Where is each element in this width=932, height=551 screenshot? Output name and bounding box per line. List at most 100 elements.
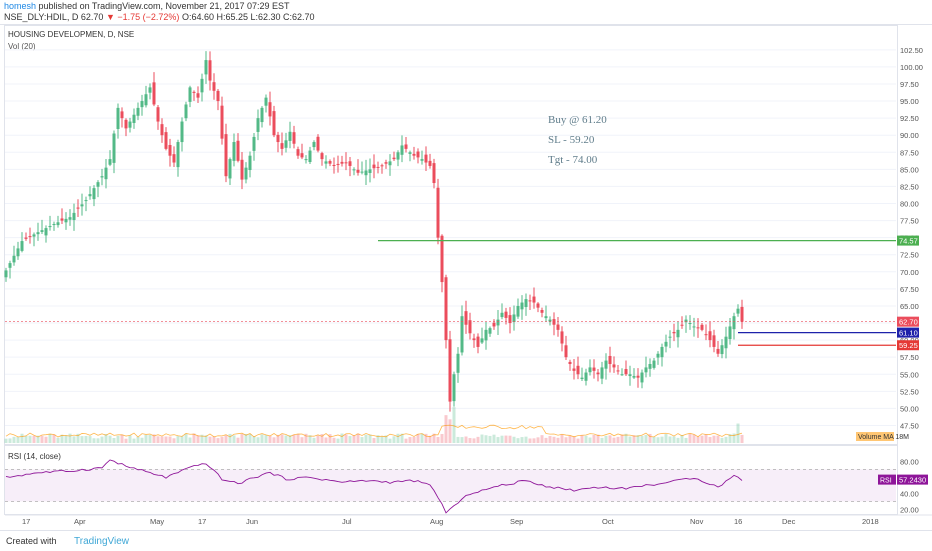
time-axis-label: Sep bbox=[510, 517, 523, 526]
volume-bar bbox=[720, 437, 724, 443]
candle-body bbox=[44, 228, 48, 236]
volume-bar bbox=[400, 433, 404, 443]
price-axis-label: 85.00 bbox=[900, 165, 919, 174]
rsi-title[interactable]: RSI (14, close) bbox=[8, 452, 61, 461]
volume-bar bbox=[608, 435, 612, 443]
candle-body bbox=[420, 159, 424, 161]
candle-body bbox=[540, 309, 544, 313]
volume-bar bbox=[120, 434, 124, 443]
volume-bar bbox=[28, 435, 32, 443]
candle-body bbox=[176, 142, 180, 168]
volume-study-label[interactable]: Vol (20) bbox=[8, 42, 36, 51]
candle-body bbox=[80, 204, 84, 207]
candle-body bbox=[468, 320, 472, 334]
candle-body bbox=[328, 161, 332, 164]
candle-body bbox=[236, 140, 240, 161]
volume-bar bbox=[56, 437, 60, 443]
volume-bar bbox=[248, 434, 252, 443]
volume-bar bbox=[32, 435, 36, 443]
volume-bar bbox=[364, 434, 368, 443]
volume-bar bbox=[724, 436, 728, 443]
rsi-axis-label: 40.00 bbox=[900, 489, 919, 498]
candle-body bbox=[404, 144, 408, 149]
candle-body bbox=[624, 369, 628, 375]
candle-body bbox=[212, 82, 216, 91]
volume-ma-line bbox=[5, 424, 743, 438]
candle-body bbox=[104, 167, 108, 180]
candle-body bbox=[380, 165, 384, 167]
candle-body bbox=[532, 296, 536, 303]
candle-body bbox=[296, 149, 300, 156]
volume-bar bbox=[272, 437, 276, 443]
candle-body bbox=[524, 299, 528, 308]
candle-body bbox=[76, 207, 80, 209]
volume-bar bbox=[588, 437, 592, 443]
price-axis-label: 55.00 bbox=[900, 370, 919, 379]
price-axis-label: 90.00 bbox=[900, 131, 919, 140]
volume-bar bbox=[256, 437, 260, 443]
candle-body bbox=[548, 319, 552, 322]
rsi-axis-label: 80.00 bbox=[900, 457, 919, 466]
volume-bar bbox=[152, 434, 156, 443]
volume-bar bbox=[268, 436, 272, 443]
candle-body bbox=[324, 161, 328, 164]
volume-bar bbox=[656, 437, 660, 443]
candle-body bbox=[384, 162, 388, 164]
tradingview-logo[interactable]: TradingView bbox=[74, 536, 130, 547]
volume-bar bbox=[596, 434, 600, 443]
volume-bar bbox=[96, 438, 100, 443]
candle-body bbox=[48, 226, 52, 228]
volume-bar bbox=[452, 407, 456, 443]
volume-bar bbox=[672, 436, 676, 443]
price-pane: HOUSING DEVELOPMEN, D, NSE Vol (20) bbox=[4, 25, 898, 445]
volume-bar bbox=[480, 434, 484, 443]
volume-bar bbox=[504, 435, 508, 443]
candle-body bbox=[320, 153, 324, 160]
volume-bar bbox=[704, 434, 708, 443]
candle-body bbox=[648, 364, 652, 369]
price-axis-label: 72.50 bbox=[900, 251, 919, 260]
down-arrow-icon: ▼ bbox=[105, 12, 115, 22]
volume-bar bbox=[232, 435, 236, 443]
volume-bar bbox=[44, 436, 48, 443]
candle-body bbox=[368, 169, 372, 173]
volume-bar bbox=[556, 437, 560, 443]
candle-body bbox=[736, 308, 740, 314]
candle-body bbox=[596, 372, 600, 375]
price-label-text: 61.10 bbox=[899, 329, 918, 338]
volume-bar bbox=[728, 434, 732, 443]
candle-body bbox=[36, 232, 40, 235]
author-link[interactable]: homesh bbox=[4, 1, 37, 11]
volume-bar bbox=[340, 433, 344, 443]
candle-body bbox=[656, 353, 660, 358]
candle-body bbox=[312, 142, 316, 148]
candle-body bbox=[304, 159, 308, 161]
volume-bar bbox=[252, 436, 256, 443]
candle-body bbox=[268, 102, 272, 117]
candle-body bbox=[164, 132, 168, 149]
candle-body bbox=[464, 311, 468, 325]
volume-bar bbox=[188, 437, 192, 443]
candle-body bbox=[556, 324, 560, 330]
candle-body bbox=[96, 182, 100, 187]
candle-body bbox=[660, 346, 664, 358]
candle-body bbox=[116, 107, 120, 129]
price-axis-label: 57.50 bbox=[900, 353, 919, 362]
candle-body bbox=[228, 159, 232, 179]
candle-body bbox=[160, 124, 164, 136]
candle-body bbox=[544, 316, 548, 319]
price-axis-label: 100.00 bbox=[900, 63, 923, 72]
chart-canvas[interactable]: 102.50 100.00 97.50 95.00 92.50 90.00 87.50 85.… bbox=[0, 0, 932, 530]
ohlc-values: O:64.60 H:65.25 L:62.30 C:62.70 bbox=[181, 12, 315, 22]
volume-bar bbox=[16, 436, 20, 443]
symbol-label[interactable]: NSE_DLY:HDIL, D bbox=[4, 12, 79, 22]
volume-bar bbox=[544, 437, 548, 443]
candle-body bbox=[448, 339, 452, 402]
volume-bar bbox=[564, 437, 568, 443]
volume-bar bbox=[92, 438, 96, 443]
volume-bar bbox=[348, 436, 352, 443]
volume-bar bbox=[460, 437, 464, 443]
volume-bar bbox=[52, 434, 56, 443]
volume-bar bbox=[692, 434, 696, 443]
volume-bar bbox=[732, 433, 736, 443]
